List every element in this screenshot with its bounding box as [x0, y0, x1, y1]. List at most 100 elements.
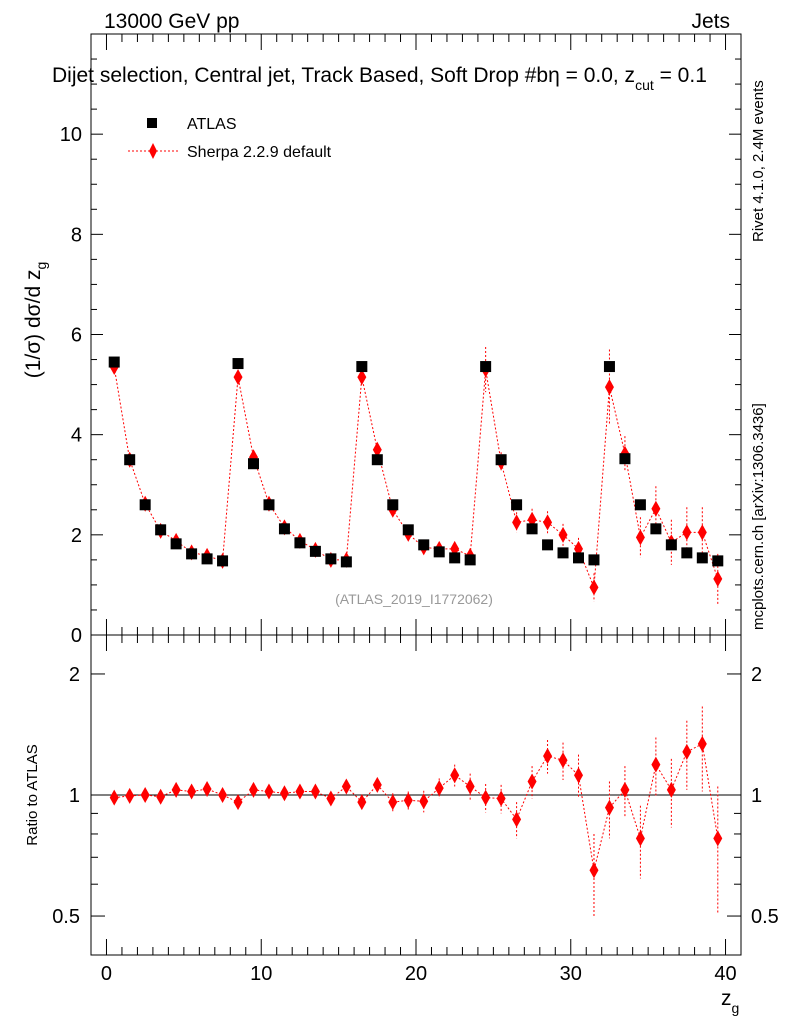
atlas-data-point	[681, 547, 693, 559]
atlas-data-point	[170, 538, 182, 550]
atlas-data-point	[557, 547, 569, 559]
sherpa-ratio-point	[635, 830, 645, 847]
ratio-y-tick-label-right: 1	[751, 785, 762, 807]
atlas-data-point	[371, 454, 383, 466]
sherpa-ratio-point	[496, 790, 506, 807]
main-y-tick-label: 0	[71, 625, 82, 647]
sherpa-main-point	[589, 579, 599, 596]
sherpa-ratio-point	[140, 787, 150, 803]
sherpa-main-point	[512, 514, 522, 531]
x-tick-label: 0	[101, 963, 112, 985]
watermark: (ATLAS_2019_I1772062)	[335, 591, 493, 607]
header-right: Jets	[691, 10, 730, 33]
atlas-data-point	[340, 556, 352, 568]
atlas-data-point	[433, 546, 445, 558]
atlas-data-point	[124, 454, 136, 466]
atlas-data-point	[603, 361, 615, 373]
atlas-data-point	[634, 499, 646, 511]
sherpa-ratio-point	[372, 776, 382, 793]
sherpa-ratio-point	[171, 781, 181, 798]
atlas-data-point	[665, 539, 677, 551]
x-tick-label: 20	[405, 963, 427, 985]
atlas-data-point	[201, 553, 213, 565]
sherpa-ratio-point	[512, 811, 522, 828]
sherpa-ratio-point	[543, 748, 553, 765]
main-y-tick-label: 8	[71, 224, 82, 246]
atlas-data-point	[511, 499, 523, 511]
atlas-data-point	[495, 454, 507, 466]
sherpa-ratio-point	[187, 783, 197, 800]
atlas-data-point	[573, 552, 584, 564]
atlas-data-point	[294, 537, 306, 549]
sherpa-ratio-point	[682, 743, 692, 760]
atlas-data-point	[526, 523, 538, 535]
atlas-data-point	[232, 358, 244, 370]
sherpa-main-point	[357, 369, 367, 386]
x-tick-label: 10	[250, 963, 272, 985]
sherpa-ratio-point	[264, 783, 274, 800]
atlas-data-point	[278, 523, 290, 535]
ratio-y-axis: 0.5 0.5 1 1 2 2	[52, 664, 779, 956]
data-series-main	[108, 356, 724, 568]
atlas-data-point	[696, 552, 708, 564]
main-panel: 0 2 4 6 8 10 (1/σ) dσ/d zg (ATLAS_2019_I17720…	[22, 33, 742, 647]
legend: ATLAS Sherpa 2.2.9 default	[128, 116, 332, 161]
ratio-y-tick-label: 2	[69, 664, 80, 686]
sherpa-ratio-line	[114, 743, 719, 871]
mc-series-main	[109, 347, 723, 604]
sherpa-ratio-point	[326, 790, 336, 807]
sherpa-main-line	[113, 366, 719, 588]
sherpa-ratio-point	[465, 778, 475, 795]
sherpa-ratio-point	[604, 799, 614, 816]
plot-title: Dijet selection, Central jet, Track Base…	[52, 64, 707, 93]
sherpa-main-point	[233, 369, 243, 386]
sherpa-ratio-point	[341, 778, 351, 795]
main-y-tick-label: 10	[60, 124, 82, 146]
main-y-tick-label: 4	[71, 425, 82, 447]
sherpa-main-point	[558, 526, 568, 543]
ratio-y-tick-label: 1	[69, 785, 80, 807]
sherpa-ratio-point	[450, 767, 460, 784]
atlas-data-point	[387, 499, 399, 511]
sherpa-main-point	[697, 524, 707, 541]
ratio-y-label: Ratio to ATLAS	[24, 744, 41, 845]
ratio-y-tick-label-right: 0.5	[751, 906, 779, 928]
atlas-data-point	[186, 548, 198, 560]
sherpa-ratio-point	[357, 794, 367, 811]
x-tick-label: 30	[560, 963, 582, 985]
x-axis-label: zg	[721, 987, 739, 1016]
atlas-data-point	[480, 361, 492, 373]
main-y-tick-label: 2	[71, 525, 82, 547]
sherpa-main-point	[543, 514, 553, 531]
main-y-axis: 0 2 4 6 8 10	[60, 33, 741, 647]
sherpa-main-point	[372, 441, 382, 458]
atlas-data-point	[248, 458, 259, 470]
sherpa-ratio-point	[202, 780, 212, 797]
sherpa-ratio-point	[527, 773, 537, 790]
atlas-data-point	[542, 539, 554, 551]
sherpa-ratio-point	[697, 735, 707, 752]
sherpa-ratio-point	[295, 783, 305, 800]
sherpa-ratio-point	[558, 752, 568, 769]
sherpa-main-point	[604, 379, 614, 396]
sherpa-main-point	[682, 524, 692, 541]
atlas-data-point	[217, 555, 229, 567]
atlas-data-point	[325, 553, 337, 565]
rivet-label: Rivet 4.1.0, 2.4M events	[750, 80, 767, 242]
sherpa-main-point	[713, 570, 723, 587]
main-y-label: (1/σ) dσ/d zg	[22, 262, 49, 379]
atlas-data-point	[402, 524, 414, 536]
mc-series-ratio	[109, 706, 723, 917]
sherpa-ratio-point	[279, 785, 289, 802]
atlas-data-point	[418, 539, 430, 551]
legend-data-label: ATLAS	[187, 116, 237, 133]
atlas-data-point	[309, 545, 321, 557]
atlas-data-point	[263, 499, 275, 511]
sherpa-ratio-point	[574, 767, 583, 784]
sherpa-ratio-point	[651, 756, 661, 773]
atlas-data-point	[449, 552, 461, 564]
ratio-panel: 0.5 0.5 1 1 2 2 0 10 20 30 40 Ratio to ATLAS zg	[24, 634, 779, 1016]
sherpa-ratio-point	[481, 789, 491, 806]
sherpa-ratio-point	[713, 830, 723, 847]
